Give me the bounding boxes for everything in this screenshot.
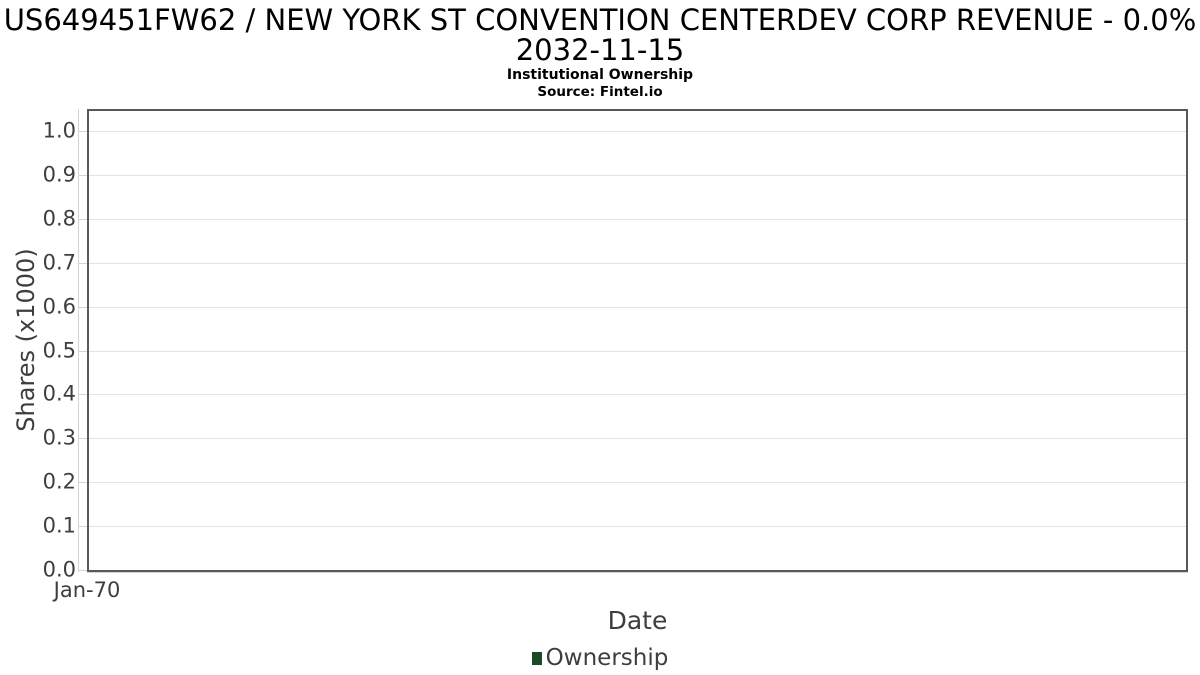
y-tick-label-0.3: 0.3 [42, 425, 76, 450]
y-tick-label-0.7: 0.7 [42, 250, 76, 275]
x-axis-title: Date [607, 606, 668, 635]
gridline-y-0.1 [89, 525, 1186, 527]
y-tick-label-0.2: 0.2 [42, 469, 76, 494]
y-tick-mark-0.5 [78, 351, 87, 352]
y-tick-label-0.4: 0.4 [42, 381, 76, 406]
gridline-y-0.2 [89, 481, 1186, 483]
y-tick-label-0.8: 0.8 [42, 206, 76, 231]
gridline-y-0.8 [89, 218, 1186, 220]
y-tick-mark-0.8 [78, 219, 87, 220]
y-tick-mark-0.3 [78, 438, 87, 439]
y-tick-label-1.0: 1.0 [42, 118, 76, 143]
y-tick-mark-0.0 [78, 570, 87, 571]
y-tick-mark-0.4 [78, 394, 87, 395]
plot-area: 0.0 0.1 0.2 0.3 0.4 0.5 0.6 0.7 0.8 0.9 1.0 Jan-70 [43, 109, 1188, 602]
gridline-y-1.0 [89, 130, 1186, 132]
y-tick-mark-0.2 [78, 482, 87, 483]
x-axis-line [87, 572, 1188, 573]
y-tick-label-0.1: 0.1 [42, 513, 76, 538]
chart-title-line1: US649451FW62 / NEW YORK ST CONVENTION CE… [3, 3, 1197, 37]
y-tick-label-0.6: 0.6 [42, 294, 76, 319]
y-tick-mark-0.7 [78, 263, 87, 264]
x-tick-label-Jan-70: Jan-70 [53, 578, 121, 602]
y-tick-mark-1.0 [78, 131, 87, 132]
y-tick-label-0.5: 0.5 [42, 338, 76, 363]
legend-swatch-ownership [531, 651, 542, 665]
legend-label-ownership: Ownership [545, 645, 669, 671]
chart-source: Source: Fintel.io [537, 84, 663, 100]
y-axis-title: Shares (x1000) [12, 248, 40, 432]
legend: Ownership [0, 644, 1200, 672]
y-tick-mark-0.1 [78, 526, 87, 527]
chart-title-line2: 2032-11-15 [515, 33, 685, 67]
chart-subtitle: Institutional Ownership [506, 67, 694, 83]
y-tick-label-0.9: 0.9 [42, 162, 76, 187]
gridline-y-0.4 [89, 393, 1186, 395]
y-tick-mark-0.6 [78, 307, 87, 308]
gridline-y-0.3 [89, 437, 1186, 439]
gridline-y-0.9 [89, 174, 1186, 176]
gridline-y-0.7 [89, 262, 1186, 264]
gridline-y-0.6 [89, 306, 1186, 308]
y-tick-label-0.0: 0.0 [42, 557, 76, 582]
chart-title: US649451FW62 / NEW YORK ST CONVENTION CE… [0, 5, 1200, 65]
y-tick-mark-0.9 [78, 175, 87, 176]
gridline-y-0.5 [89, 350, 1186, 352]
y-axis-line [78, 109, 79, 572]
